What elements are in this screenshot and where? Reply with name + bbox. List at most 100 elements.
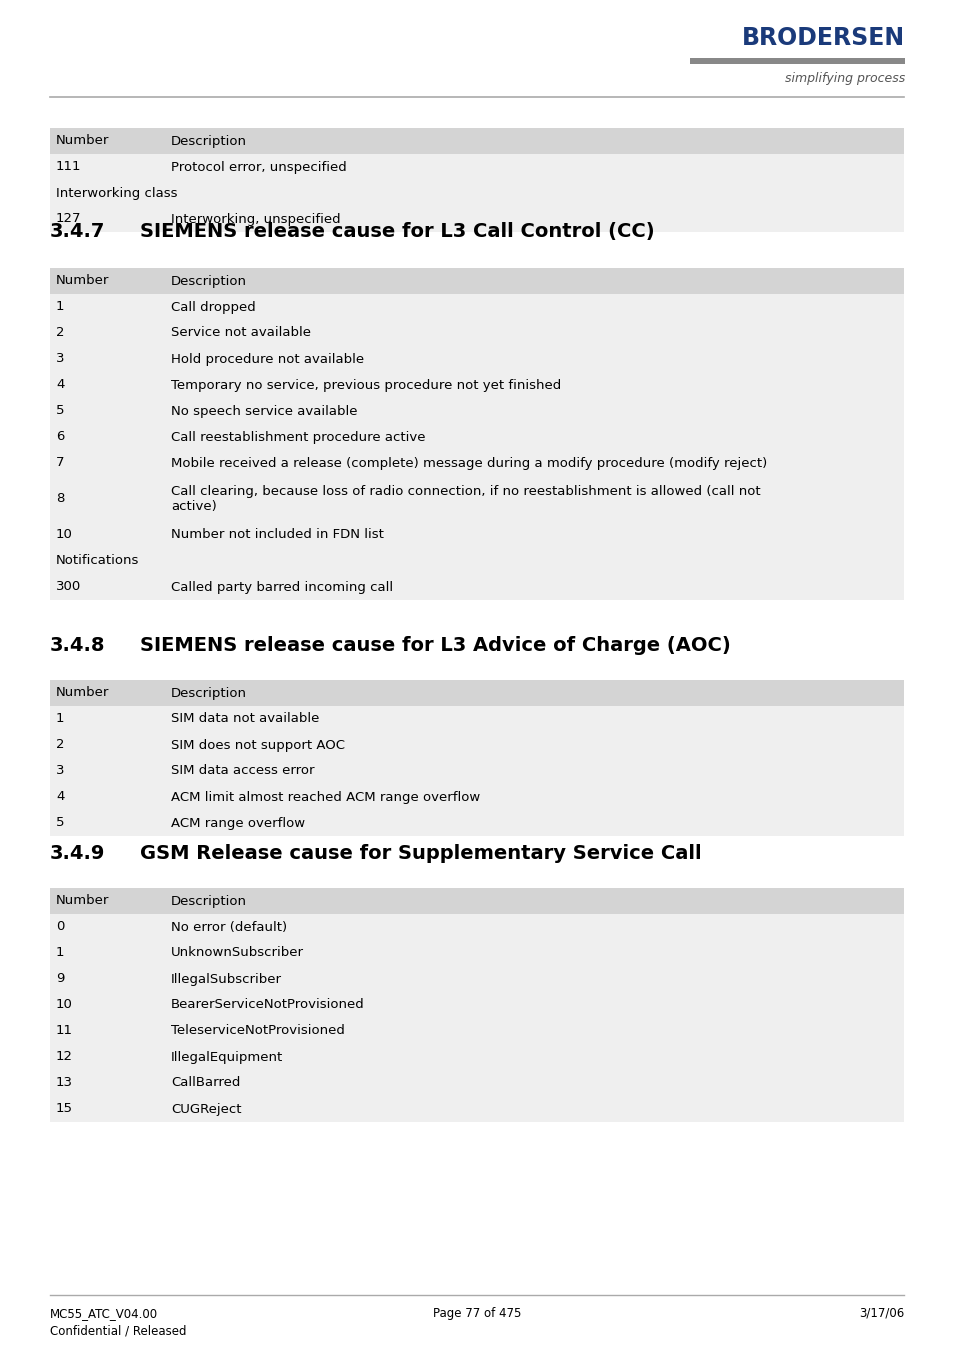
Text: SIM data not available: SIM data not available [171,712,319,725]
Text: MC55_ATC_V04.00: MC55_ATC_V04.00 [50,1306,158,1320]
Bar [50,784,903,811]
Text: SIM data access error: SIM data access error [171,765,314,777]
Text: 15: 15 [56,1102,73,1116]
Text: Page 77 of 475: Page 77 of 475 [433,1306,520,1320]
Text: ACM range overflow: ACM range overflow [171,816,305,830]
Bar [50,346,903,372]
Bar [50,180,903,205]
Text: 8: 8 [56,493,64,505]
Text: 1: 1 [56,300,65,313]
Text: SIEMENS release cause for L3 Advice of Charge (AOC): SIEMENS release cause for L3 Advice of C… [140,636,730,655]
Text: Description: Description [171,686,247,700]
Bar [50,966,903,992]
Text: Number: Number [56,135,110,147]
Text: 3: 3 [56,353,65,366]
Text: Description: Description [171,135,247,147]
Text: IllegalEquipment: IllegalEquipment [171,1051,283,1063]
Text: 5: 5 [56,404,65,417]
Bar [50,320,903,346]
Text: Protocol error, unspecified: Protocol error, unspecified [171,161,346,173]
Text: No speech service available: No speech service available [171,404,357,417]
Text: SIM does not support AOC: SIM does not support AOC [171,739,345,751]
Text: active): active) [171,500,216,513]
Text: CallBarred: CallBarred [171,1077,240,1089]
Bar [50,521,903,549]
Text: 6: 6 [56,431,64,443]
Text: 1: 1 [56,947,65,959]
Text: Number: Number [56,894,110,908]
Bar [50,549,903,574]
Bar [50,992,903,1019]
Text: TeleserviceNotProvisioned: TeleserviceNotProvisioned [171,1024,345,1038]
Bar [50,888,903,915]
Text: Number not included in FDN list: Number not included in FDN list [171,528,383,542]
Bar [50,1070,903,1096]
Text: 2: 2 [56,739,65,751]
Text: Hold procedure not available: Hold procedure not available [171,353,364,366]
Text: Called party barred incoming call: Called party barred incoming call [171,581,393,593]
Text: Confidential / Released: Confidential / Released [50,1324,186,1337]
Text: Description: Description [171,894,247,908]
Bar [50,154,903,180]
Text: SIEMENS release cause for L3 Call Control (CC): SIEMENS release cause for L3 Call Contro… [140,222,654,240]
Text: 111: 111 [56,161,81,173]
Bar [50,1044,903,1070]
Bar [50,1096,903,1121]
Text: 3.4.8: 3.4.8 [50,636,106,655]
Text: Temporary no service, previous procedure not yet finished: Temporary no service, previous procedure… [171,378,560,392]
Bar [50,424,903,450]
Text: 3.4.7: 3.4.7 [50,222,105,240]
Text: BearerServiceNotProvisioned: BearerServiceNotProvisioned [171,998,364,1012]
Text: Mobile received a release (complete) message during a modify procedure (modify r: Mobile received a release (complete) mes… [171,457,766,470]
Text: Service not available: Service not available [171,327,311,339]
Bar [50,811,903,836]
Text: simplifying process: simplifying process [784,72,904,85]
Bar [50,267,903,295]
Text: Notifications: Notifications [56,554,139,567]
Text: Description: Description [171,274,247,288]
Text: Number: Number [56,274,110,288]
Text: 3.4.9: 3.4.9 [50,844,105,863]
Text: 5: 5 [56,816,65,830]
Bar [50,940,903,966]
Text: ACM limit almost reached ACM range overflow: ACM limit almost reached ACM range overf… [171,790,479,804]
Text: 1: 1 [56,712,65,725]
Text: 9: 9 [56,973,64,985]
Text: 3: 3 [56,765,65,777]
Text: IllegalSubscriber: IllegalSubscriber [171,973,282,985]
Text: GSM Release cause for Supplementary Service Call: GSM Release cause for Supplementary Serv… [140,844,700,863]
Text: 0: 0 [56,920,64,934]
Text: 3/17/06: 3/17/06 [858,1306,903,1320]
Bar [50,450,903,476]
Text: 127: 127 [56,212,81,226]
Text: 300: 300 [56,581,81,593]
Bar [50,476,903,521]
Text: BRODERSEN: BRODERSEN [741,26,904,50]
Bar [50,732,903,758]
Bar [689,58,904,63]
Text: 11: 11 [56,1024,73,1038]
Text: No error (default): No error (default) [171,920,287,934]
Bar [50,128,903,154]
Text: Call dropped: Call dropped [171,300,255,313]
Text: CUGReject: CUGReject [171,1102,241,1116]
Text: Call reestablishment procedure active: Call reestablishment procedure active [171,431,425,443]
Text: 10: 10 [56,528,72,542]
Text: Number: Number [56,686,110,700]
Text: 13: 13 [56,1077,73,1089]
Bar [50,680,903,707]
Text: UnknownSubscriber: UnknownSubscriber [171,947,304,959]
Text: 10: 10 [56,998,72,1012]
Bar [50,295,903,320]
Bar [50,707,903,732]
Bar [50,1019,903,1044]
Bar [50,758,903,784]
Text: 7: 7 [56,457,65,470]
Bar [50,205,903,232]
Text: 4: 4 [56,790,64,804]
Bar [50,574,903,600]
Text: Interworking class: Interworking class [56,186,177,200]
Text: Call clearing, because loss of radio connection, if no reestablishment is allowe: Call clearing, because loss of radio con… [171,485,760,497]
Text: 4: 4 [56,378,64,392]
Bar [50,399,903,424]
